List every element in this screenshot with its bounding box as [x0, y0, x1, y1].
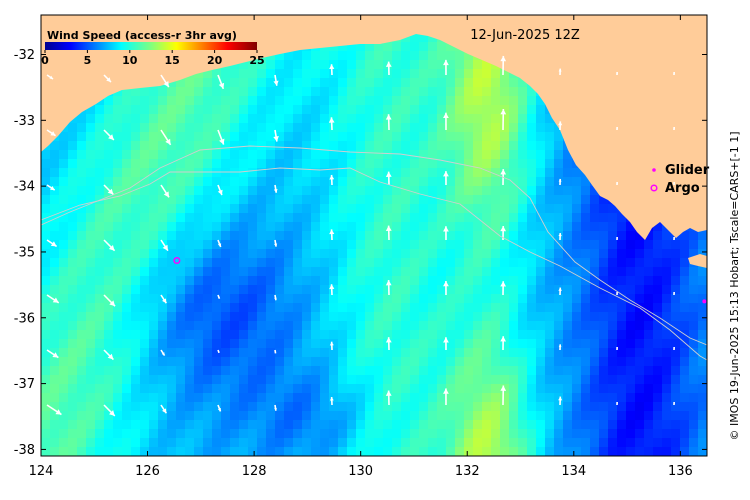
y-tick-label: -33: [14, 114, 35, 129]
wind-arrow-icon: [616, 182, 617, 185]
y-tick-label: -32: [14, 48, 35, 63]
y-tick-label: -36: [14, 311, 35, 326]
colorbar-tick-label: 25: [249, 54, 264, 67]
wind-arrow-icon: [275, 350, 277, 353]
legend-argo-label: Argo: [665, 181, 700, 196]
x-tick-label: 124: [29, 464, 54, 479]
plot-area: [41, 15, 708, 457]
x-tick-label: 136: [668, 464, 693, 479]
wind-arrow-icon: [616, 292, 617, 295]
y-tick-label: -37: [14, 377, 35, 392]
legend-glider-label: Glider: [665, 163, 710, 178]
wind-arrow-icon: [673, 292, 674, 295]
wind-arrow-icon: [673, 347, 674, 350]
colorbar-gradient: [45, 42, 257, 50]
glider-legend-dot-icon: [652, 168, 656, 172]
wind-arrow-icon: [616, 402, 617, 405]
colorbar-tick-label: 10: [122, 54, 138, 67]
colorbar-label: Wind Speed (access-r 3hr avg): [47, 29, 237, 42]
y-tick-label: -34: [14, 180, 35, 195]
x-tick-label: 126: [135, 464, 160, 479]
x-tick-label: 130: [348, 464, 373, 479]
x-tick-label: 134: [561, 464, 586, 479]
glider-marker: [702, 299, 706, 303]
wind-arrow-icon: [616, 237, 617, 240]
colorbar-tick-label: 20: [207, 54, 223, 67]
x-tick-label: 132: [455, 464, 480, 479]
wind-arrow-icon: [673, 402, 674, 405]
wind-arrow-icon: [616, 127, 617, 130]
credit-text: © IMOS 19-Jun-2025 15:13 Hobart; Tscale=…: [728, 131, 741, 440]
wind-arrow-icon: [616, 347, 617, 350]
wind-arrow-icon: [673, 237, 674, 240]
x-tick-label: 128: [242, 464, 267, 479]
map-title: 12-Jun-2025 12Z: [470, 28, 580, 43]
colorbar-tick-label: 5: [84, 54, 92, 67]
wind-arrow-icon: [616, 72, 617, 75]
y-tick-label: -38: [14, 443, 35, 458]
y-tick-label: -35: [14, 245, 35, 260]
wind-arrow-icon: [673, 72, 674, 75]
colorbar-tick-label: 15: [165, 54, 180, 67]
wind-arrow-icon: [673, 127, 674, 130]
colorbar-tick-label: 0: [41, 54, 49, 67]
